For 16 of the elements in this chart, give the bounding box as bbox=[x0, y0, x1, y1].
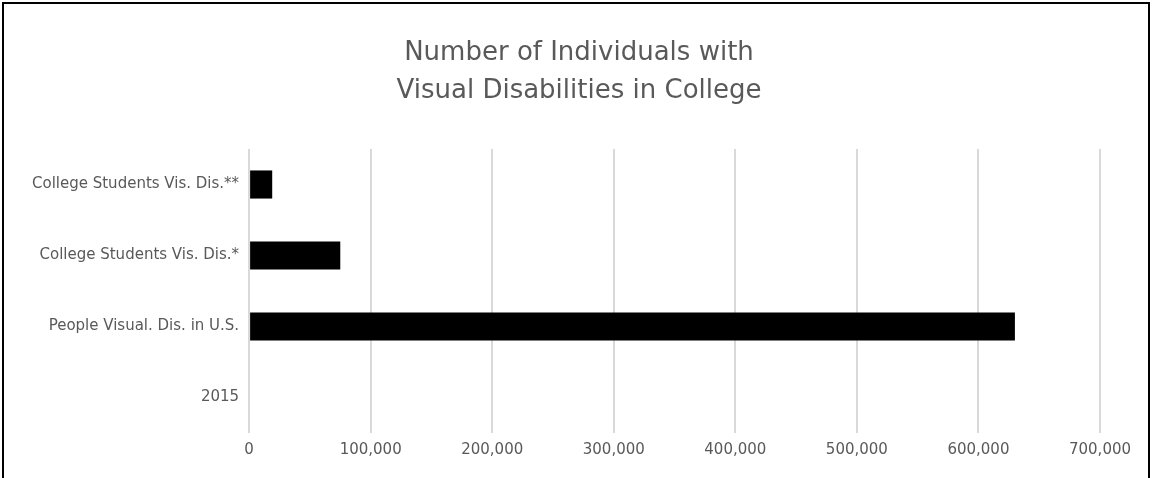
x-tick-label: 700,000 bbox=[1068, 439, 1132, 458]
y-tick-label: College Students Vis. Dis.* bbox=[39, 245, 240, 264]
bar bbox=[250, 170, 273, 199]
x-tick-label: 500,000 bbox=[825, 439, 888, 458]
x-tick-label: 600,000 bbox=[947, 439, 1010, 458]
x-tick-label: 0 bbox=[244, 439, 254, 458]
y-tick-label: College Students Vis. Dis.** bbox=[31, 174, 240, 193]
chart-title: Number of Individuals with Visual Disabilities in College bbox=[395, 35, 763, 106]
y-tick-label: People Visual. Dis. in U.S. bbox=[48, 316, 240, 335]
x-tick-label: 300,000 bbox=[582, 439, 645, 458]
bar bbox=[250, 241, 341, 270]
y-tick-label: 2015 bbox=[200, 387, 240, 406]
x-tick-label: 100,000 bbox=[339, 439, 402, 458]
x-tick-label: 200,000 bbox=[461, 439, 524, 458]
bar bbox=[250, 312, 1015, 341]
x-tick-label: 400,000 bbox=[704, 439, 767, 458]
